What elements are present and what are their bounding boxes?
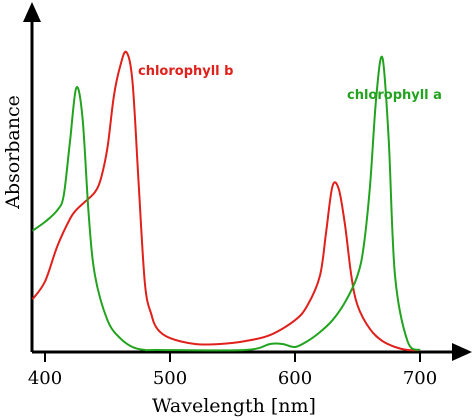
x-axis-title: Wavelength [nm] xyxy=(152,395,316,417)
x-axis-arrow xyxy=(452,343,472,361)
x-tick-labels: 400 500 600 700 xyxy=(28,368,437,389)
series-label-chlorophyll-a: chlorophyll a xyxy=(347,88,442,103)
x-tick-label-400: 400 xyxy=(28,368,62,389)
y-axis-arrow xyxy=(23,2,41,22)
x-tick-label-700: 700 xyxy=(403,368,437,389)
x-tick-label-600: 600 xyxy=(278,368,312,389)
series-label-chlorophyll-b: chlorophyll b xyxy=(138,64,233,79)
series-line-chlorophyll-b xyxy=(31,50,421,352)
y-axis-title: Absorbance xyxy=(2,95,24,210)
series-line-chlorophyll-a xyxy=(31,55,421,352)
series-lines xyxy=(31,50,421,352)
x-tick-label-500: 500 xyxy=(153,368,187,389)
x-ticks xyxy=(44,352,421,362)
